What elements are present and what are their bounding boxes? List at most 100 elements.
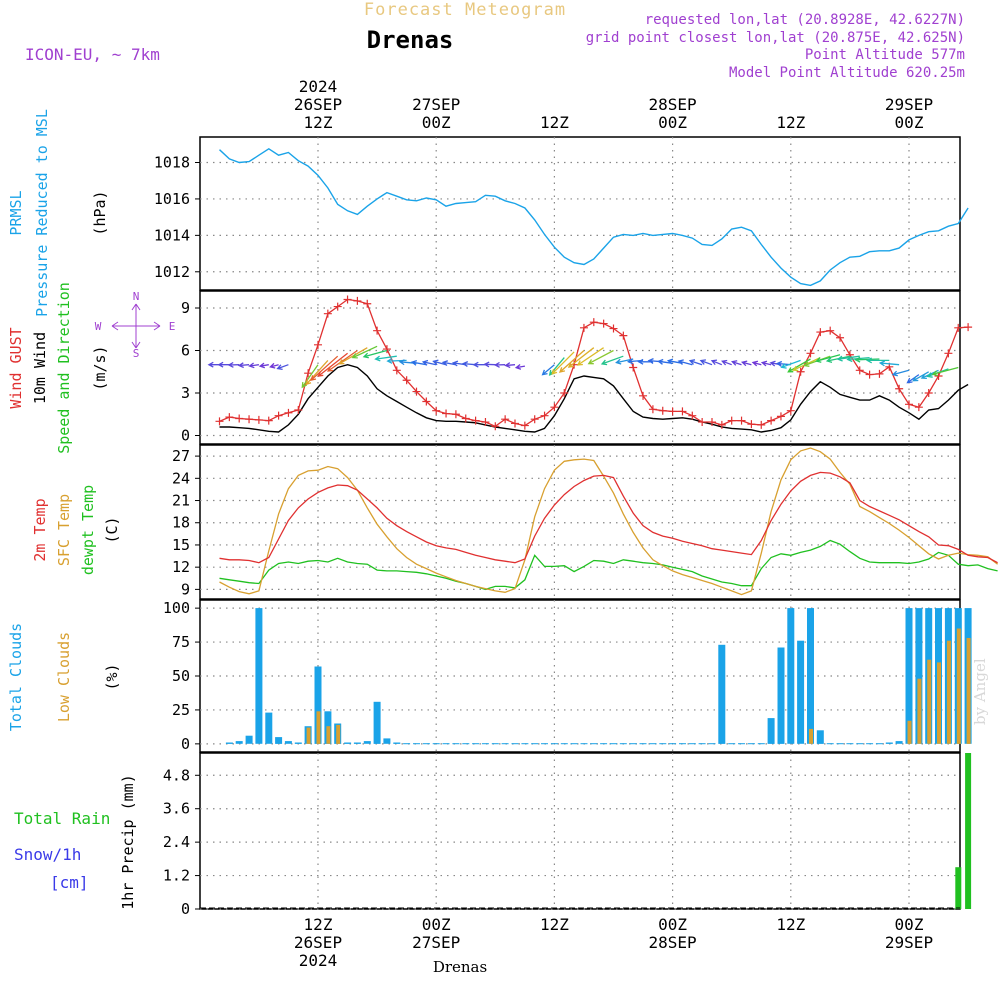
panel-frame: [199, 136, 961, 291]
bottom-time-label: 29SEP: [885, 933, 933, 952]
total-cloud-bar: [639, 743, 647, 745]
compass-rose: [111, 303, 161, 349]
wind-gust-marker: [225, 413, 234, 422]
wind-direction-arrow: [305, 359, 329, 386]
wind-gust-marker: [875, 369, 884, 378]
total-cloud-bar: [383, 738, 391, 744]
total-cloud-bar: [826, 743, 834, 745]
wind-gust-marker: [323, 309, 332, 318]
precip-axis-label: 1hr Precip (mm): [119, 774, 137, 909]
y-tick-label: 18: [172, 514, 190, 532]
total-cloud-bar: [688, 743, 696, 745]
total-cloud-bar: [797, 640, 805, 744]
low-cloud-bar: [956, 628, 961, 744]
wind-direction-arrow: [504, 362, 516, 369]
wind-gust-marker: [481, 418, 490, 427]
model-point-altitude: Model Point Altitude 620.25m: [729, 65, 965, 81]
panel-label: Pressure Reduced to MSL: [33, 109, 51, 317]
temp-2m-line: [219, 471, 998, 564]
wind-direction-arrow: [217, 361, 230, 368]
total-cloud-bar: [915, 608, 923, 744]
wind-gust-marker: [294, 406, 303, 414]
total-cloud-bar: [373, 701, 381, 744]
total-cloud-bar: [629, 743, 637, 745]
y-tick-label: 9: [181, 299, 190, 317]
top-time-label: 28SEP: [649, 95, 697, 114]
wind-direction-arrow: [600, 355, 624, 366]
wind-gust-marker: [550, 403, 559, 412]
wind-direction-arrow: [558, 350, 585, 373]
wind-gust-marker: [708, 418, 716, 427]
wind-direction-arrow: [483, 361, 496, 368]
total-cloud-bar: [866, 743, 874, 745]
top-time-label: 00Z: [422, 113, 451, 132]
wind-direction-arrow: [237, 362, 250, 369]
total-cloud-bar: [550, 743, 558, 745]
total-cloud-bar: [275, 737, 283, 744]
panel-label: SFC Temp: [55, 494, 73, 566]
total-cloud-bar: [738, 743, 745, 745]
wind-direction-arrow: [677, 359, 693, 366]
temperature-panel: 9 12 15 18 21 24 27 2m Temp SFC Temp dewpt Temp (C…: [31, 444, 998, 600]
wind-gust-marker: [688, 411, 697, 420]
total-cloud-bar: [501, 743, 509, 745]
y-tick-label: 15: [172, 536, 190, 554]
total-cloud-bar: [294, 742, 302, 744]
total-cloud-bar: [255, 608, 263, 744]
total-cloud-bar: [462, 743, 470, 745]
wind-gust-marker: [658, 406, 667, 415]
wind-gust-marker: [855, 366, 864, 375]
bottom-time-label: 00Z: [658, 915, 687, 934]
wind-direction-arrow: [836, 355, 860, 362]
y-tick-label: 1016: [154, 190, 190, 208]
wind-gust-marker: [314, 340, 322, 349]
total-cloud-bar: [472, 743, 480, 745]
panel-label: (C): [103, 516, 121, 543]
total-cloud-bar: [619, 743, 627, 745]
wind-gust-marker: [914, 403, 923, 412]
bottom-time-label: 00Z: [422, 915, 451, 934]
rain-bar: [955, 867, 962, 909]
surface-temp-line: [219, 447, 998, 596]
wind-gust-marker: [511, 419, 519, 428]
panel-label: 2m Temp: [31, 498, 49, 561]
top-time-label: 29SEP: [885, 95, 933, 114]
total-cloud-bar: [708, 743, 716, 745]
wind-gust-marker: [717, 420, 726, 429]
bottom-time-label: 26SEP: [294, 933, 342, 952]
watermark: by Angel: [971, 658, 989, 725]
wind-gust-marker: [619, 331, 628, 340]
total-cloud-bar: [344, 742, 352, 744]
wind-gust-marker: [402, 376, 411, 385]
wind-direction-arrow: [551, 351, 575, 375]
compass-east: E: [169, 320, 176, 333]
y-tick-label: 12: [172, 558, 190, 576]
wind-direction-arrow: [374, 355, 397, 362]
total-cloud-bar: [747, 743, 755, 745]
total-cloud-bar: [481, 743, 489, 745]
bottom-time-label: 12Z: [776, 915, 805, 934]
top-time-label: 26SEP: [294, 95, 342, 114]
wind-direction-arrow: [576, 347, 604, 366]
total-cloud-bar: [600, 743, 608, 745]
wind-direction-arrow: [567, 347, 595, 368]
panel-frame: [199, 599, 961, 753]
wind-gust-marker: [235, 414, 244, 423]
wind-gust-marker: [609, 324, 618, 333]
total-cloud-bar: [245, 735, 253, 744]
pressure-panel: 1012 1014 1016 1018 PRMSL Pressure Reduced to…: [7, 109, 969, 317]
wind-direction-arrow: [787, 358, 811, 373]
wind-gust-marker: [964, 323, 973, 332]
wind-gust-marker: [944, 349, 953, 358]
wind-speed-line: [219, 363, 969, 433]
y-tick-label: 24: [172, 469, 190, 487]
total-cloud-bar: [265, 712, 273, 744]
wind-gust-marker: [954, 323, 963, 332]
top-time-label: 27SEP: [412, 95, 460, 114]
wind-gust-marker: [382, 345, 391, 354]
bottom-time-label: 00Z: [895, 915, 924, 934]
wind-gust-marker: [540, 411, 549, 420]
bottom-time-label: 12Z: [540, 915, 569, 934]
y-tick-label: 0: [181, 427, 190, 445]
